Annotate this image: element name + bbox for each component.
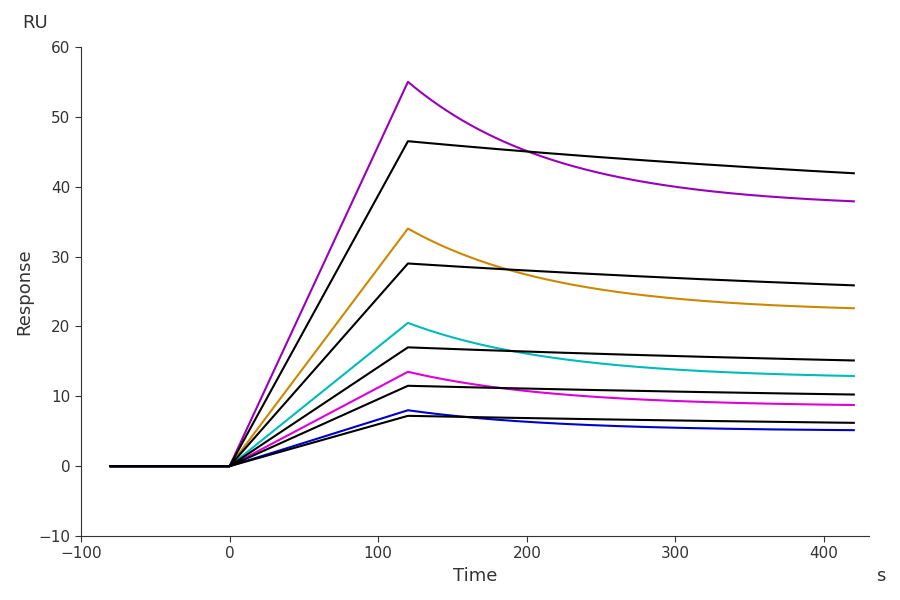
Text: s: s [876, 566, 885, 584]
Text: RU: RU [22, 14, 48, 32]
Y-axis label: Response: Response [15, 248, 33, 335]
X-axis label: Time: Time [453, 567, 497, 585]
